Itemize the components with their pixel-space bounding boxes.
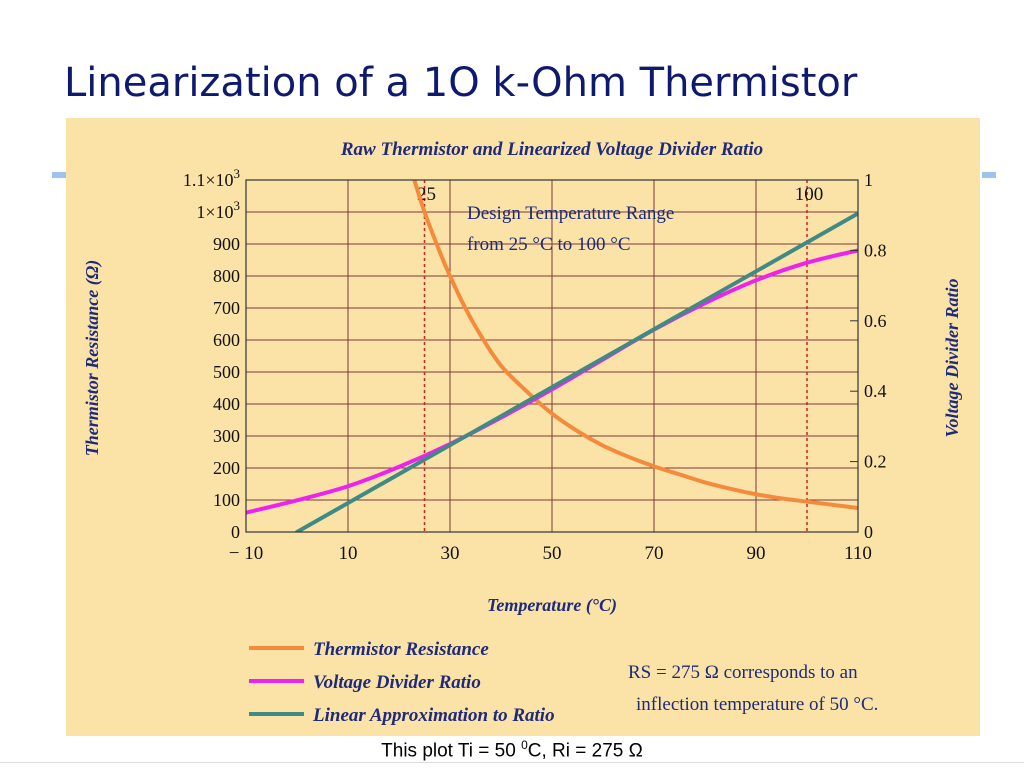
legend-linear-approximation-label: Linear Approximation to Ratio — [312, 705, 555, 726]
x-tick-label: 90 — [747, 543, 766, 564]
legend-thermistor-resistance-label: Thermistor Resistance — [313, 639, 489, 660]
x-tick-label: 110 — [844, 543, 872, 564]
legend-voltage-divider-ratio-label: Voltage Divider Ratio — [313, 672, 481, 693]
range-marker-label: 100 — [795, 184, 824, 205]
y-right-tick-label: 0.6 — [864, 311, 887, 331]
y-left-tick-label: 200 — [213, 458, 240, 478]
y-left-tick-label: 300 — [213, 426, 240, 446]
y-right-tick-label: 0.2 — [864, 452, 887, 472]
note-line-1: RS = 275 Ω corresponds to an — [628, 662, 858, 683]
x-tick-label: 30 — [441, 543, 460, 564]
y-left-tick-label: 800 — [213, 266, 240, 286]
y-left-tick-label: 400 — [213, 394, 240, 414]
x-tick-label: 70 — [645, 543, 664, 564]
caption-text-end: C, Ri = 275 Ω — [527, 740, 643, 762]
thermistor-chart: Raw Thermistor and Linearized Voltage Di… — [82, 139, 962, 726]
y-left-tick-label: 900 — [213, 234, 240, 254]
annotation-line-1: Design Temperature Range — [467, 203, 674, 224]
note-line-2: inflection temperature of 50 °C. — [636, 694, 878, 715]
y-left-tick-label: 1×103 — [196, 198, 240, 222]
y-axis-label-right: Voltage Divider Ratio — [942, 279, 962, 438]
thermistor-resistance-line — [412, 180, 858, 510]
decorative-bar-right — [982, 172, 996, 178]
y-right-tick-label: 0.8 — [864, 240, 887, 260]
y-left-tick-label: 700 — [213, 298, 240, 318]
caption-superscript: 0 — [521, 738, 528, 752]
x-tick-label: 50 — [543, 543, 562, 564]
y-left-tick-label: 1.1×103 — [183, 166, 240, 190]
caption-text-start: This plot Ti = 50 — [381, 740, 522, 762]
chart-panel: Raw Thermistor and Linearized Voltage Di… — [66, 118, 980, 736]
y-right-tick-label: 1 — [864, 170, 873, 190]
annotation-line-2: from 25 °C to 100 °C — [467, 234, 631, 255]
y-left-tick-label: 500 — [213, 362, 240, 382]
x-axis-label: Temperature (°C) — [487, 595, 617, 616]
slide-title: Linearization of a 1O k-Ohm Thermistor — [64, 60, 858, 106]
y-left-tick-label: 0 — [231, 522, 240, 542]
y-axis-label-left: Thermistor Resistance (Ω) — [82, 260, 103, 456]
linear-approximation-line — [295, 211, 858, 532]
x-tick-label: − 10 — [229, 543, 263, 564]
decorative-bar-left — [52, 172, 66, 178]
plot-caption: This plot Ti = 50 0C, Ri = 275 Ω — [0, 738, 1024, 762]
y-left-tick-label: 600 — [213, 330, 240, 350]
chart-title: Raw Thermistor and Linearized Voltage Di… — [340, 139, 763, 160]
y-right-tick-label: 0.4 — [864, 381, 887, 401]
y-right-tick-label: 0 — [864, 522, 873, 542]
y-left-tick-label: 100 — [213, 490, 240, 510]
plot-frame — [245, 179, 859, 533]
x-tick-label: 10 — [339, 543, 358, 564]
footer-divider — [0, 762, 1024, 763]
